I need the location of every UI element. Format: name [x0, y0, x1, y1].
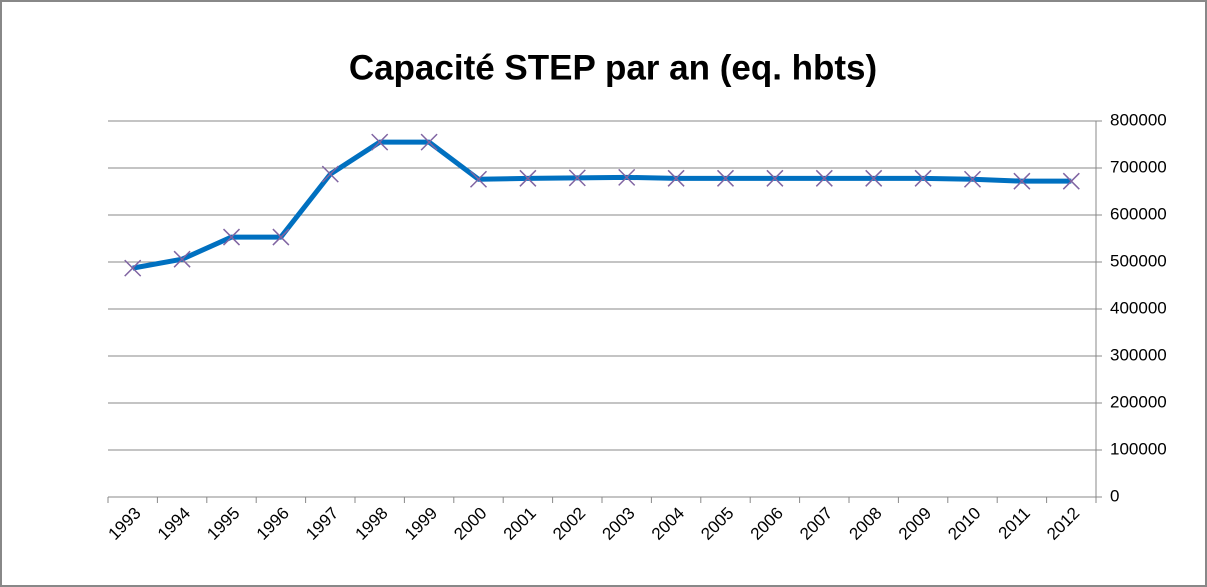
y-tick-label: 300000: [1110, 345, 1167, 364]
marker: [124, 259, 142, 277]
marker: [173, 250, 191, 268]
marker: [222, 228, 241, 246]
marker: [716, 169, 735, 187]
y-tick-label: 800000: [1110, 110, 1167, 129]
marker: [914, 169, 932, 187]
marker: [469, 170, 488, 188]
y-tick-label: 200000: [1110, 392, 1167, 411]
marker: [1062, 172, 1080, 190]
marker: [519, 169, 537, 187]
y-tick-label: 500000: [1110, 251, 1167, 270]
marker: [371, 133, 389, 151]
marker: [667, 169, 685, 187]
marker: [618, 168, 636, 186]
y-tick-label: 100000: [1110, 439, 1167, 458]
marker: [766, 169, 784, 187]
marker: [815, 169, 833, 187]
marker: [272, 228, 290, 246]
marker: [1013, 172, 1031, 190]
line-series: [132, 139, 1072, 271]
marker: [568, 169, 586, 187]
y-tick-label: 600000: [1110, 204, 1167, 223]
marker: [420, 133, 438, 151]
marker: [963, 170, 982, 188]
marker: [321, 165, 339, 183]
y-tick-label: 700000: [1110, 157, 1167, 176]
chart-title: Capacité STEP par an (eq. hbts): [349, 48, 877, 87]
marker: [865, 169, 883, 187]
y-tick-label: 400000: [1110, 298, 1167, 317]
y-tick-label: 0: [1110, 486, 1119, 505]
